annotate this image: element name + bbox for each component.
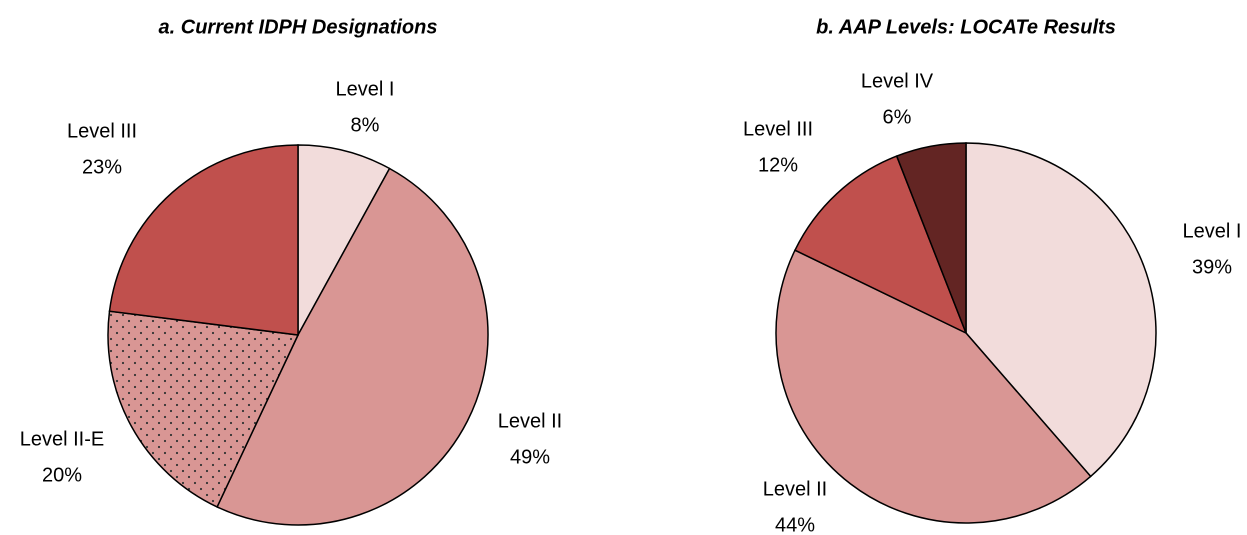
slice-label: Level II <box>763 478 827 500</box>
pie-slice <box>107 310 300 508</box>
slice-value-label: 49% <box>510 446 550 468</box>
pie-slice <box>965 142 1157 478</box>
slice-value-label: 8% <box>351 114 380 136</box>
slice-value-label: 44% <box>775 514 815 535</box>
slice-value-label: 6% <box>883 106 912 128</box>
pie-slice <box>793 155 968 335</box>
pie-slice <box>108 144 299 336</box>
slice-label: Level II-E <box>20 428 104 450</box>
pie-slice <box>775 249 1092 524</box>
slice-value-label: 39% <box>1192 256 1232 278</box>
pie-slice <box>216 167 489 526</box>
slice-value-label: 23% <box>82 156 122 178</box>
chart-title: b. AAP Levels: LOCATe Results <box>816 16 1116 38</box>
slice-label: Level III <box>743 118 813 140</box>
pie-slice <box>895 142 967 334</box>
slice-label: Level I <box>336 78 395 100</box>
slice-value-label: 20% <box>42 464 82 486</box>
pie-slice <box>297 144 391 336</box>
chart-title: a. Current IDPH Designations <box>159 16 438 38</box>
slice-label: Level III <box>67 120 137 142</box>
slice-label: Level II <box>498 410 562 432</box>
slice-label: Level I <box>1183 220 1242 242</box>
slice-value-label: 12% <box>758 154 798 176</box>
slice-label: Level IV <box>861 70 934 92</box>
